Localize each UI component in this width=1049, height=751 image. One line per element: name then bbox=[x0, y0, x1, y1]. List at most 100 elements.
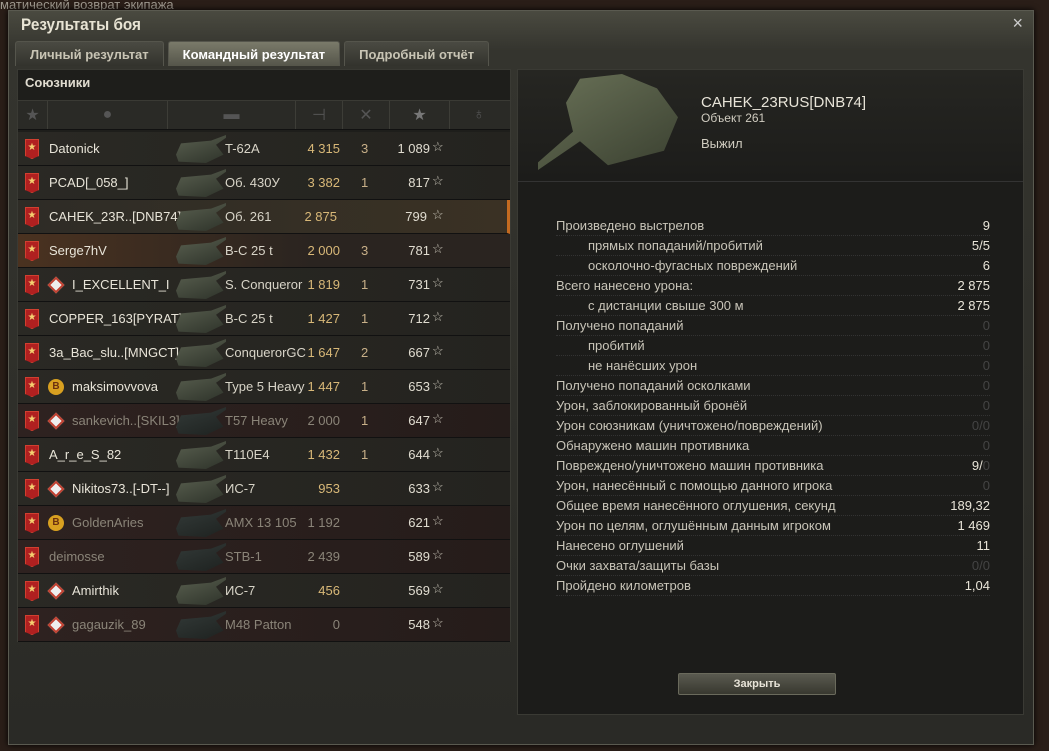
xp-value: 1 089 bbox=[397, 141, 430, 156]
tank-name: Об. 261 bbox=[225, 209, 272, 224]
xp-value: 667 bbox=[408, 345, 430, 360]
tank-name: ИС-7 bbox=[225, 583, 256, 598]
player-name[interactable]: maksimovvova bbox=[72, 379, 158, 394]
damage-value: 1 647 bbox=[307, 345, 340, 360]
tank-image bbox=[176, 543, 226, 571]
player-name[interactable]: GoldenAries bbox=[72, 515, 144, 530]
stat-row: Получено попаданий осколками 0 bbox=[556, 376, 990, 396]
player-name[interactable]: Amirthik bbox=[72, 583, 119, 598]
stat-value: 0 bbox=[982, 398, 990, 413]
close-button[interactable]: Закрыть bbox=[678, 673, 836, 695]
xp-value: 781 bbox=[408, 243, 430, 258]
player-name[interactable]: gagauzik_89 bbox=[72, 617, 146, 632]
xp-value: 548 bbox=[408, 617, 430, 632]
tank-name: Об. 430У bbox=[225, 175, 280, 190]
player-name[interactable]: Nikitos73..[-DT--] bbox=[72, 481, 170, 496]
vehicle-image bbox=[538, 74, 678, 170]
tab-team[interactable]: Командный результат bbox=[167, 41, 341, 66]
player-list: ★ Datonick T-62A 4 315 3 1 089 ☆ ★ PCAD[_058_] Об… bbox=[18, 132, 510, 642]
tank-name: T57 Heavy bbox=[225, 413, 288, 428]
clan-badge-icon: ★ bbox=[25, 445, 39, 465]
damage-value: 456 bbox=[318, 583, 340, 598]
star-icon: ☆ bbox=[432, 411, 444, 426]
tank-image bbox=[176, 135, 226, 163]
stat-value: 6 bbox=[982, 258, 990, 273]
tank-image bbox=[176, 169, 226, 197]
player-name[interactable]: COPPER_163[PYRAT] bbox=[49, 311, 183, 326]
player-name[interactable]: I_EXCELLENT_I bbox=[72, 277, 170, 292]
clan-badge-icon: ★ bbox=[25, 377, 39, 397]
clan-badge-icon: ★ bbox=[25, 343, 39, 363]
player-name[interactable]: Datonick bbox=[49, 141, 100, 156]
stat-row: с дистанции свыше 300 м 2 875 bbox=[556, 296, 990, 316]
player-row[interactable]: ★ PCAD[_058_] Об. 430У 3 382 1 817 ☆ bbox=[18, 166, 510, 200]
player-row[interactable]: ★ 3a_Bac_slu..[MNGCT] ConquerorGC 1 647 2 667… bbox=[18, 336, 510, 370]
damage-value: 2 000 bbox=[307, 413, 340, 428]
stat-label: Очки захвата/защиты базы bbox=[556, 558, 720, 573]
player-row[interactable]: ★ Nikitos73..[-DT--] ИС-7 953 633 ☆ bbox=[18, 472, 510, 506]
stat-row: Урон, нанесённый с помощью данного игрок… bbox=[556, 476, 990, 496]
xp-value: 647 bbox=[408, 413, 430, 428]
damage-value: 1 427 bbox=[307, 311, 340, 326]
damage-value: 2 875 bbox=[304, 209, 337, 224]
player-row[interactable]: ★ sankevich..[SKIL3] T57 Heavy 2 000 1 647 ☆ bbox=[18, 404, 510, 438]
player-row[interactable]: ★ CAHEK_23R..[DNB74] Об. 261 2 875 799 ☆ bbox=[18, 200, 510, 234]
clan-badge-icon: ★ bbox=[25, 547, 39, 567]
damage-value: 1 447 bbox=[307, 379, 340, 394]
player-row[interactable]: ★ gagauzik_89 M48 Patton 0 548 ☆ bbox=[18, 608, 510, 642]
tank-image bbox=[176, 271, 226, 299]
medal-icon[interactable]: ♁ bbox=[473, 106, 485, 123]
xp-value: 644 bbox=[408, 447, 430, 462]
clan-badge-icon: ★ bbox=[25, 479, 39, 499]
clan-badge-icon: ★ bbox=[25, 173, 39, 193]
stat-value: 1 469 bbox=[957, 518, 990, 533]
frags-icon[interactable]: ✕ bbox=[343, 101, 390, 129]
stat-value: 9 bbox=[982, 218, 990, 233]
tank-image bbox=[176, 373, 226, 401]
player-name[interactable]: PCAD[_058_] bbox=[49, 175, 129, 190]
stat-label: не нанёсших урон bbox=[588, 358, 698, 373]
tank-name: T110E4 bbox=[225, 447, 270, 462]
player-row[interactable]: ★ deimosse STB-1 2 439 589 ☆ bbox=[18, 540, 510, 574]
frags-value: 3 bbox=[361, 141, 369, 156]
frags-value: 1 bbox=[361, 277, 369, 292]
player-row[interactable]: ★ I_EXCELLENT_I S. Conqueror 1 819 1 731 ☆ bbox=[18, 268, 510, 302]
player-name[interactable]: sankevich..[SKIL3] bbox=[72, 413, 180, 428]
player-row[interactable]: ★ Amirthik ИС-7 456 569 ☆ bbox=[18, 574, 510, 608]
tab-personal[interactable]: Личный результат bbox=[15, 41, 164, 66]
column-header: ★ ● ▬ ⊣ ✕ ★ ♁ bbox=[18, 100, 510, 130]
damage-value: 1 819 bbox=[307, 277, 340, 292]
stat-label: Урон союзникам (уничтожено/повреждений) bbox=[556, 418, 823, 433]
player-row[interactable]: ★ COPPER_163[PYRAT] B-C 25 t 1 427 1 712 ☆ bbox=[18, 302, 510, 336]
xp-star-icon[interactable]: ★ bbox=[390, 101, 450, 129]
tank-name: B-C 25 t bbox=[225, 311, 273, 326]
player-name[interactable]: Serge7hV bbox=[49, 243, 107, 258]
rank-badge-icon[interactable]: ★ bbox=[18, 101, 48, 129]
tank-name: ИС-7 bbox=[225, 481, 256, 496]
star-icon: ☆ bbox=[432, 479, 444, 494]
player-row[interactable]: ★ B GoldenAries AMX 13 105 1 192 621 ☆ bbox=[18, 506, 510, 540]
player-name[interactable]: A_r_e_S_82 bbox=[49, 447, 122, 462]
player-name[interactable]: CAHEK_23R..[DNB74] bbox=[49, 209, 182, 224]
star-icon: ☆ bbox=[432, 173, 444, 188]
frags-value: 3 bbox=[361, 243, 369, 258]
player-icon[interactable]: ● bbox=[48, 101, 168, 129]
tank-icon[interactable]: ▬ bbox=[168, 101, 296, 129]
clan-badge-icon: ★ bbox=[25, 513, 39, 533]
stat-value: 2 875 bbox=[957, 298, 990, 313]
star-icon: ☆ bbox=[432, 581, 444, 596]
tab-detailed[interactable]: Подробный отчёт bbox=[344, 41, 490, 66]
stat-label: Получено попаданий осколками bbox=[556, 378, 751, 393]
stat-row: Произведено выстрелов 9 bbox=[556, 216, 990, 236]
player-row[interactable]: ★ Datonick T-62A 4 315 3 1 089 ☆ bbox=[18, 132, 510, 166]
player-name[interactable]: deimosse bbox=[49, 549, 105, 564]
damage-icon[interactable]: ⊣ bbox=[296, 101, 343, 129]
close-icon[interactable]: × bbox=[1012, 13, 1023, 33]
player-row[interactable]: ★ Serge7hV B-C 25 t 2 000 3 781 ☆ bbox=[18, 234, 510, 268]
star-icon: ☆ bbox=[432, 241, 444, 256]
stat-row: Повреждено/уничтожено машин противника 9/… bbox=[556, 456, 990, 476]
player-row[interactable]: ★ A_r_e_S_82 T110E4 1 432 1 644 ☆ bbox=[18, 438, 510, 472]
player-vehicle: Объект 261 bbox=[701, 111, 766, 125]
player-name[interactable]: 3a_Bac_slu..[MNGCT] bbox=[49, 345, 180, 360]
